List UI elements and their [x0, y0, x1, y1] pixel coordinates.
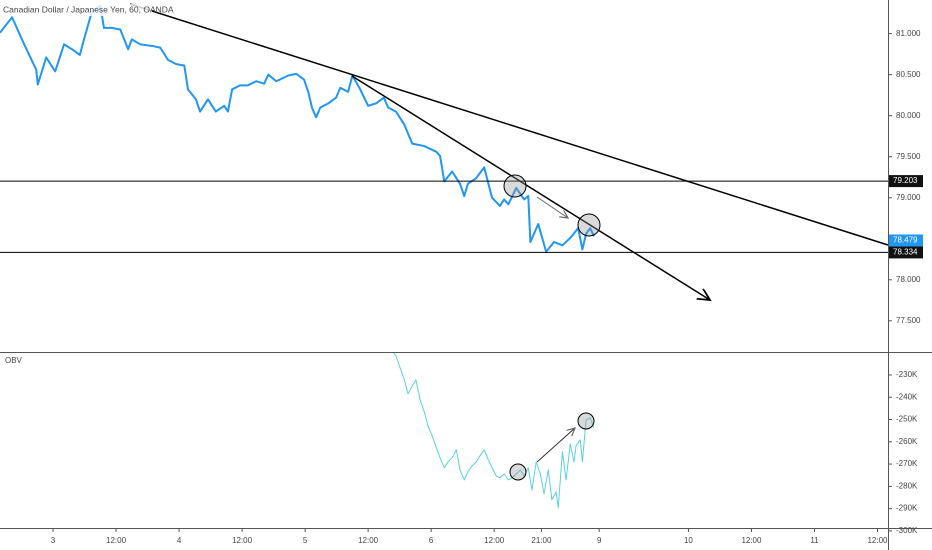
x-tick-label: 11: [810, 536, 819, 545]
highlight-circle: [509, 463, 527, 481]
data-line: [0, 4, 595, 253]
y-tick-label: 78.000: [896, 275, 921, 284]
chart-title: Canadian Dollar / Japanese Yen, 60, OAND…: [3, 4, 174, 14]
last-price-label: 78.479: [893, 236, 918, 245]
y-tick-label: 81.000: [896, 29, 921, 38]
y-tick-label: -280K: [896, 481, 918, 490]
highlight-circle: [577, 412, 595, 430]
x-tick-label: 4: [177, 536, 182, 545]
y-tick-label: -270K: [896, 459, 918, 468]
x-tick-label: 6: [429, 536, 434, 545]
obv-panel: [392, 352, 595, 509]
x-tick-label: 9: [597, 536, 602, 545]
x-tick-label: 5: [303, 536, 308, 545]
trend-arrow: [351, 75, 710, 300]
price-label: 79.203: [893, 176, 918, 185]
y-tick-label: 77.500: [896, 316, 921, 325]
x-tick-label: 12:00: [106, 536, 127, 545]
price-label-bg: [889, 246, 923, 259]
annotations: [129, 3, 889, 481]
y-tick-label: -250K: [896, 415, 918, 424]
y-tick-label: 80.500: [896, 70, 921, 79]
highlight-circle: [503, 174, 527, 198]
last-price-bg: [889, 234, 923, 247]
y-tick-label: -230K: [896, 370, 918, 379]
x-tick-label: 3: [51, 536, 56, 545]
title-bg: [0, 4, 152, 16]
x-tick-label: 12:00: [484, 536, 505, 545]
y-tick-label: 79.500: [896, 152, 921, 161]
arrow: [536, 196, 568, 218]
trend-line: [129, 3, 889, 246]
arrow: [536, 428, 575, 463]
price-panel: [0, 4, 888, 253]
y-tick-label: -260K: [896, 437, 918, 446]
x-tick-label: 10: [684, 536, 693, 545]
indicator-label: OBV: [5, 356, 23, 365]
highlight-circle: [577, 213, 601, 237]
x-tick-label: 12:00: [358, 536, 379, 545]
y-tick-label: -300K: [896, 526, 918, 535]
y-tick-label: 79.000: [896, 193, 921, 202]
x-tick-label: 21:00: [531, 536, 552, 545]
x-tick-label: 12:00: [867, 536, 888, 545]
price-label-bg: [889, 175, 923, 188]
data-line: [392, 352, 595, 509]
y-tick-label: -290K: [896, 504, 918, 513]
y-tick-label: -240K: [896, 392, 918, 401]
x-tick-label: 12:00: [741, 536, 762, 545]
y-tick-label: 80.000: [896, 111, 921, 120]
x-tick-label: 12:00: [232, 536, 253, 545]
price-label: 78.334: [893, 247, 918, 256]
